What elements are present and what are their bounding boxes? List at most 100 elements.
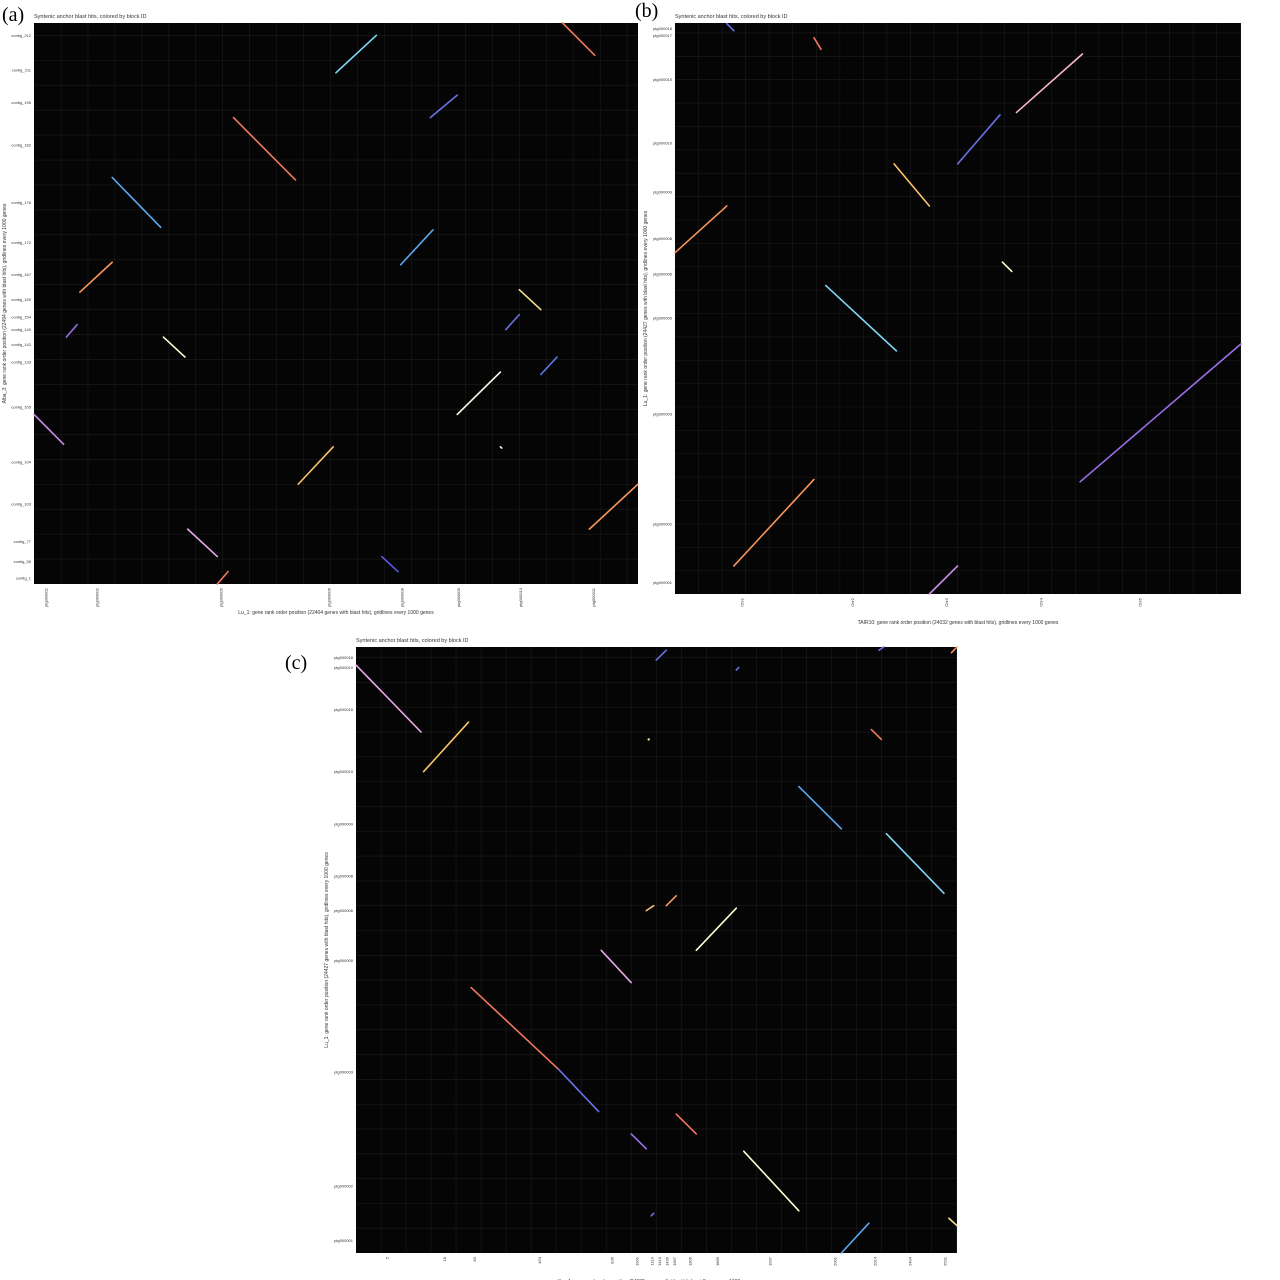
x-tick-label: 18 [442,1256,447,1261]
dotplot-a: Syntenic anchor blast hits, colored by b… [2,14,639,616]
synteny-block [948,1217,958,1227]
synteny-block [956,113,1001,165]
synteny-block [928,565,959,595]
synteny-block [297,446,335,486]
synteny-block [335,34,378,74]
synteny-block [665,894,678,907]
y-tick-label: contig_211 [12,68,32,73]
x-tick-label: 1997 [767,1256,772,1266]
x-tick-label: 1001 [635,1256,640,1266]
x-tick-label: Chr5 [1137,597,1142,606]
x-tick-label: ptg000006 [327,587,332,607]
chart-title: Syntenic anchor blast hits, colored by b… [34,14,147,20]
synteny-block [162,336,186,358]
synteny-block [429,94,459,119]
synteny-block [726,22,735,32]
synteny-block [65,323,78,338]
y-tick-label: contig_105 [11,404,31,409]
synteny-block [675,1113,698,1135]
synteny-block [518,288,542,311]
x-tick-label: ptg000002 [95,587,100,607]
y-tick-label: contig_55 [14,559,32,564]
x-tick-label: ptg000005 [219,587,224,607]
x-tick-label: ptg000008 [399,587,404,607]
synteny-block [655,649,668,661]
y-tick-label: contig_159 [11,297,31,302]
y-tick-label: contig_172 [11,240,31,245]
synteny-block [399,229,434,266]
synteny-block [733,478,815,567]
y-tick-label: ptg000009 [653,189,673,194]
y-axis-label: Lu_1: gene rank order position (24427 ge… [324,852,330,1048]
y-tick-label: ptg000008 [334,873,354,878]
synteny-block [878,646,885,651]
x-tick-label: ptg000010 [518,587,523,607]
synteny-block [499,446,503,449]
plot-area [675,23,1241,594]
y-tick-label: ptg000019 [334,665,354,670]
x-tick-label: 2531 [942,1256,947,1266]
x-tick-label: 2001 [832,1256,837,1266]
y-tick-label: contig_133 [11,360,31,365]
dotplot-panel-b: (b) Syntenic anchor blast hits, colored … [633,0,1280,626]
y-tick-label: ptg000017 [653,33,673,38]
x-tick-label: 1110 [650,1256,655,1265]
synteny-block [950,646,958,654]
x-tick-label: ptg000011 [591,587,596,606]
x-tick-label: 1889 [715,1256,720,1266]
y-tick-label: contig_103 [11,502,31,507]
synteny-block [813,36,822,51]
synteny-point [647,738,650,741]
y-tick-label: ptg000006 [653,271,673,276]
y-tick-label: ptg000015 [653,77,673,82]
y-tick-label: ptg000002 [653,521,673,526]
x-tick-label: 836 [610,1256,615,1263]
x-tick-label: 1436 [665,1256,670,1266]
panel-label-a: (a) [2,4,25,26]
x-axis-label: TAIR10: gene rank order position (24032 … [858,620,1059,626]
x-tick-label: ptg000001 [43,587,48,607]
y-axis-label: Lu_1: gene rank order position (24427 ge… [643,210,649,406]
x-tick-label: 2404 [907,1256,912,1266]
synteny-block [1079,343,1242,483]
y-tick-label: ptg000005 [653,316,673,321]
y-tick-label: ptg000006 [334,908,354,913]
synteny-block [885,832,945,895]
synteny-block [600,949,633,984]
x-tick-label: 1667 [672,1256,677,1266]
y-tick-label: ptg000001 [653,580,673,585]
synteny-block [674,205,728,254]
y-tick-label: contig_77 [14,539,32,544]
plot-area [34,23,638,584]
y-tick-label: ptg000009 [334,821,354,826]
chart-title: Syntenic anchor blast hits, colored by b… [675,14,788,20]
x-tick-label: 454 [537,1256,542,1263]
synteny-block [735,666,740,671]
synteny-block [798,785,843,830]
y-tick-label: contig_182 [11,143,31,148]
x-tick-label: 83 [472,1256,477,1261]
y-axis-label: Alba_3: gene rank order position (22494 … [2,203,8,403]
y-tick-label: contig_176 [11,200,31,205]
synteny-block [1015,53,1084,114]
synteny-block [870,728,883,741]
y-tick-label: ptg000002 [334,1184,354,1189]
synteny-block [186,528,219,558]
synteny-block [216,570,229,585]
synteny-block [504,313,521,331]
synteny-block [645,904,655,912]
synteny-block [1001,261,1013,273]
synteny-block [588,483,639,530]
synteny-block [456,371,502,416]
y-tick-label: contig_212 [11,33,31,38]
synteny-block [355,664,422,733]
y-tick-label: contig_167 [11,272,31,277]
synteny-block [232,116,297,181]
y-tick-label: ptg000003 [653,412,673,417]
dotplot-b: Syntenic anchor blast hits, colored by b… [643,14,1242,626]
y-tick-label: contig_149 [11,327,31,332]
y-tick-label: contig_1 [16,575,32,580]
synteny-block [893,163,931,207]
y-tick-label: ptg000010 [334,769,354,774]
x-tick-label: Chr2 [850,597,855,606]
